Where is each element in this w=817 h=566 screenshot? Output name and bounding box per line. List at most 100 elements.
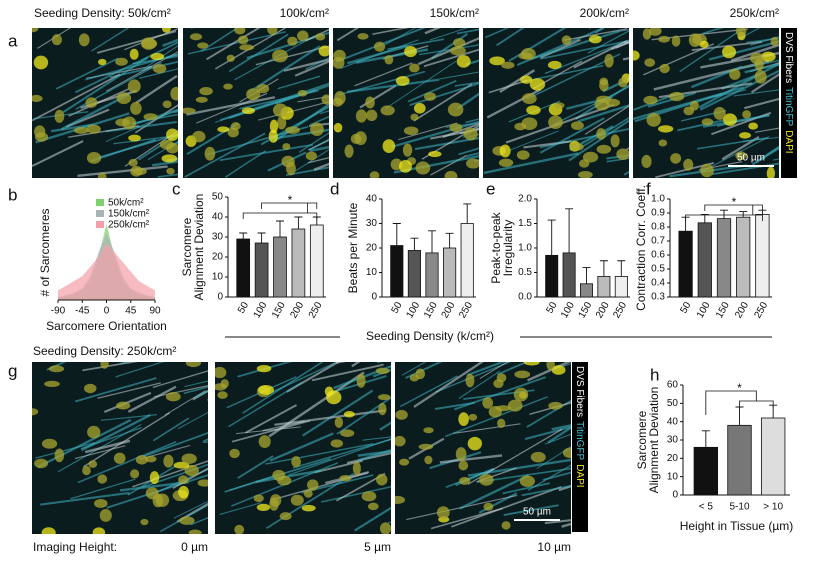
nucleus xyxy=(145,487,159,500)
channel-name: DAPI xyxy=(574,464,585,487)
fiber xyxy=(602,77,629,93)
fiber xyxy=(701,136,770,172)
fiber xyxy=(485,28,510,39)
fiber xyxy=(424,28,441,35)
fiber xyxy=(255,45,329,66)
fiber xyxy=(379,421,391,431)
nucleus xyxy=(165,392,181,402)
fiber xyxy=(466,362,506,377)
nucleus xyxy=(766,166,776,178)
nucleus xyxy=(100,362,109,369)
nucleus xyxy=(479,473,494,486)
fiber xyxy=(183,386,208,395)
seeding-heading-g: Seeding Density: 250k/cm² xyxy=(33,344,176,358)
nucleus xyxy=(54,448,65,463)
fiber xyxy=(430,507,503,530)
fiber xyxy=(679,28,745,73)
nucleus xyxy=(455,447,467,461)
fiber xyxy=(573,39,628,69)
nucleus xyxy=(497,418,506,428)
fiber xyxy=(347,44,408,65)
fiber xyxy=(162,38,178,47)
fiber xyxy=(237,455,274,479)
nucleus xyxy=(32,94,43,103)
fiber xyxy=(134,104,178,134)
bar xyxy=(273,236,287,298)
seeding-heading: Seeding Density: 50k/cm² xyxy=(34,6,171,20)
nucleus xyxy=(379,522,391,534)
x-tick-label: 50 xyxy=(390,300,405,316)
fiber xyxy=(459,474,530,510)
nucleus xyxy=(33,55,49,70)
nucleus xyxy=(44,380,60,388)
nucleus xyxy=(272,49,288,63)
fiber xyxy=(434,401,475,410)
nucleus xyxy=(413,103,426,114)
nucleus xyxy=(334,417,344,428)
nucleus xyxy=(339,475,352,482)
fiber xyxy=(96,30,177,54)
fiber xyxy=(228,381,303,428)
error-bar xyxy=(700,213,709,223)
nucleus xyxy=(130,101,142,115)
nucleus xyxy=(150,52,165,61)
fiber xyxy=(165,53,178,59)
y-tick-label: 40 xyxy=(212,212,224,223)
nucleus xyxy=(548,401,563,410)
nucleus xyxy=(344,144,354,158)
fiber xyxy=(142,45,178,70)
nucleus xyxy=(683,106,695,116)
fiber xyxy=(452,423,521,435)
nucleus xyxy=(459,477,471,485)
fiber xyxy=(269,432,334,462)
nucleus xyxy=(161,154,178,163)
fiber xyxy=(539,117,605,154)
nucleus xyxy=(453,38,466,48)
nucleus xyxy=(648,28,662,36)
fiber xyxy=(431,32,469,59)
nucleus xyxy=(116,401,131,410)
fiber xyxy=(458,147,479,156)
nucleus xyxy=(463,127,478,141)
micrograph xyxy=(32,28,178,178)
fiber xyxy=(83,412,171,468)
fiber xyxy=(68,87,130,117)
fiber xyxy=(219,502,262,516)
nucleus xyxy=(130,165,143,177)
bar xyxy=(614,276,628,298)
fiber xyxy=(398,122,458,141)
nucleus xyxy=(170,86,178,101)
nucleus xyxy=(373,41,386,52)
nucleus xyxy=(277,115,287,130)
nucleus xyxy=(646,112,661,127)
nucleus xyxy=(410,113,419,121)
fiber xyxy=(184,380,208,388)
fiber xyxy=(354,506,391,532)
legend-label: 50k/cm² xyxy=(108,198,144,209)
micrograph-content xyxy=(483,28,629,178)
fiber xyxy=(74,377,157,403)
error-bar xyxy=(599,260,608,277)
fiber xyxy=(465,59,479,66)
y-axis-label: Sarcomere xyxy=(180,217,194,276)
fiber xyxy=(186,122,239,155)
fiber xyxy=(385,60,457,109)
nucleus xyxy=(382,139,396,154)
nucleus xyxy=(594,98,610,111)
fiber xyxy=(276,472,369,500)
fiber xyxy=(297,95,329,103)
nucleus xyxy=(318,45,329,57)
nucleus xyxy=(34,458,49,469)
fiber xyxy=(294,60,329,77)
nucleus xyxy=(436,506,450,519)
error-bar xyxy=(565,208,574,253)
fiber xyxy=(401,362,427,376)
fiber xyxy=(74,445,126,460)
nucleus xyxy=(498,158,514,167)
fiber xyxy=(190,516,208,526)
nucleus xyxy=(195,96,208,103)
bar xyxy=(693,446,719,496)
nucleus xyxy=(384,55,394,65)
nucleus xyxy=(402,143,413,157)
nucleus xyxy=(424,92,437,101)
